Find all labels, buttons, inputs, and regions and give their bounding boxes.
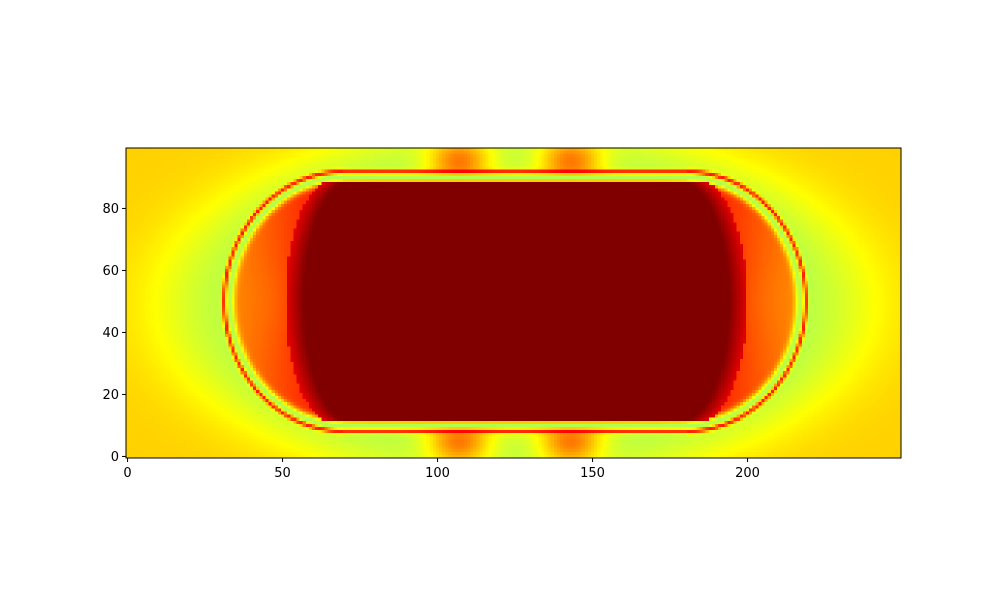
heatmap-image: [126, 148, 901, 458]
y-tick-label: 20: [102, 388, 119, 403]
x-tick-label: 200: [735, 466, 760, 481]
axes-frame: [125, 147, 902, 459]
y-tick-label: 0: [111, 450, 119, 465]
x-tick-label: 150: [580, 466, 605, 481]
plot-area: [125, 147, 902, 459]
y-tick-label: 60: [102, 264, 119, 279]
y-tick-label: 40: [102, 326, 119, 341]
y-tick-label: 80: [102, 202, 119, 217]
y-axis: 0 20 40 60 80: [102, 202, 126, 465]
x-tick-label: 0: [123, 466, 131, 481]
x-tick-label: 100: [425, 466, 450, 481]
x-tick-label: 50: [274, 466, 291, 481]
x-axis: 0 50 100 150 200: [123, 458, 760, 481]
